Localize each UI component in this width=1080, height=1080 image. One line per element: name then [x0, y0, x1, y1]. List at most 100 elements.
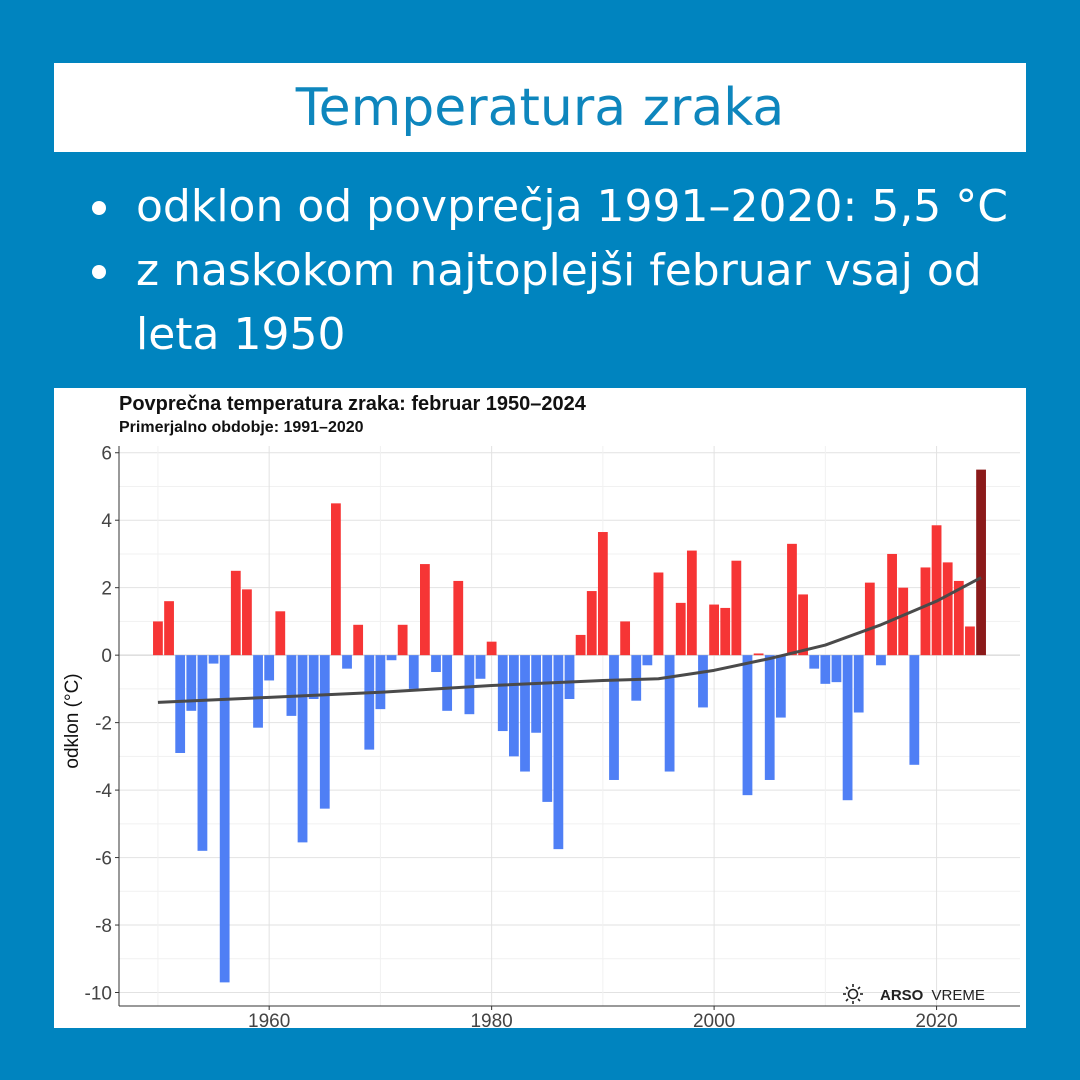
bar — [508, 655, 519, 757]
bar — [698, 655, 708, 708]
x-tick-label: 1980 — [470, 1011, 512, 1028]
anomaly-bar-chart: 6 4 2 0 -2 -4 -6 -8 -10 1960 1980 2000 2020 Povprečn… — [62, 393, 1020, 1028]
y-tick-label: -2 — [95, 714, 112, 735]
bullet-dot-icon — [92, 265, 106, 279]
bar — [242, 589, 252, 656]
bar — [475, 655, 486, 679]
bar — [820, 655, 831, 684]
bar — [909, 655, 920, 765]
bar — [308, 655, 319, 700]
bar — [553, 655, 564, 850]
bars — [153, 469, 986, 983]
bar — [286, 655, 297, 716]
y-axis-label: odklon (°C) — [62, 673, 83, 768]
bar — [520, 655, 530, 772]
bar — [353, 624, 364, 656]
bar — [742, 655, 753, 796]
bar — [831, 655, 842, 683]
bar — [898, 587, 909, 656]
bar — [364, 655, 375, 750]
y-tick-label: -4 — [95, 781, 112, 802]
bar — [464, 655, 475, 715]
bar — [586, 591, 597, 656]
bullet-text: z naskokom najtoplejši februar vsaj od l… — [136, 245, 982, 360]
bar — [342, 655, 352, 669]
bar — [953, 580, 964, 656]
bar — [664, 655, 675, 772]
bar — [609, 655, 619, 780]
bar — [319, 655, 330, 809]
bar — [709, 604, 719, 656]
y-tick-label: 6 — [101, 444, 112, 465]
page-title: Temperatura zraka — [295, 77, 785, 138]
bar — [186, 655, 197, 711]
bar — [297, 655, 308, 843]
bar — [798, 594, 808, 656]
x-tick-label: 1960 — [248, 1011, 290, 1028]
bar — [575, 634, 586, 656]
bar — [686, 550, 697, 656]
y-tick-label: 0 — [101, 646, 112, 667]
bar — [275, 611, 286, 656]
bullet-list: odklon od povprečja 1991–2020: 5,5 °C z … — [92, 175, 1042, 367]
bar — [386, 655, 397, 661]
chart-subtitle: Primerjalno obdobje: 1991–2020 — [119, 419, 364, 436]
bar — [442, 655, 453, 711]
bar — [264, 655, 275, 681]
bar — [764, 655, 775, 780]
bar — [208, 655, 219, 664]
bar — [453, 580, 464, 656]
bar — [887, 553, 897, 656]
trend-line — [157, 576, 982, 704]
bullet-item: odklon od povprečja 1991–2020: 5,5 °C — [92, 175, 1042, 239]
bar — [153, 621, 163, 656]
bar — [731, 560, 742, 656]
x-tick-label: 2000 — [693, 1011, 735, 1028]
bar — [197, 655, 208, 851]
y-tick-label: -6 — [95, 849, 112, 870]
bar — [675, 602, 686, 656]
bar — [809, 655, 820, 669]
y-tick-label: 4 — [101, 511, 112, 532]
y-tick-label: -8 — [95, 916, 112, 937]
title-banner: Temperatura zraka — [54, 63, 1026, 152]
logo: ARSO VREME — [843, 984, 985, 1004]
bullet-dot-icon — [92, 201, 106, 215]
bar — [253, 655, 263, 728]
sun-icon — [843, 984, 863, 1004]
bar — [920, 567, 931, 656]
bar — [864, 582, 875, 656]
bar — [420, 564, 430, 656]
bar — [542, 655, 553, 802]
bar — [720, 607, 731, 656]
bar — [531, 655, 542, 733]
svg-text:ARSO VREME: ARSO VREME — [880, 987, 985, 1004]
axes: 6 4 2 0 -2 -4 -6 -8 -10 1960 1980 2000 2020 — [85, 444, 1020, 1028]
bar — [753, 653, 764, 656]
bar — [397, 624, 408, 656]
bar — [597, 532, 608, 656]
y-tick-label: -10 — [85, 984, 112, 1005]
bar — [408, 655, 419, 689]
bar — [164, 601, 174, 656]
x-tick-label: 2020 — [915, 1011, 957, 1028]
logo-product: VREME — [932, 987, 985, 1004]
bar — [931, 525, 942, 656]
bar — [486, 641, 497, 656]
bar — [853, 655, 864, 713]
bar — [375, 655, 386, 710]
bar — [175, 655, 186, 753]
bar — [787, 543, 797, 656]
bar — [219, 655, 230, 983]
bar — [653, 572, 664, 656]
trend-line-group — [157, 576, 982, 704]
bar — [965, 626, 975, 656]
bar — [942, 562, 953, 656]
bar — [431, 655, 441, 673]
bar — [230, 570, 241, 656]
bar — [631, 655, 642, 701]
bar — [331, 503, 341, 656]
logo-brand: ARSO — [880, 987, 924, 1004]
bar — [564, 655, 575, 700]
bar — [642, 655, 653, 666]
